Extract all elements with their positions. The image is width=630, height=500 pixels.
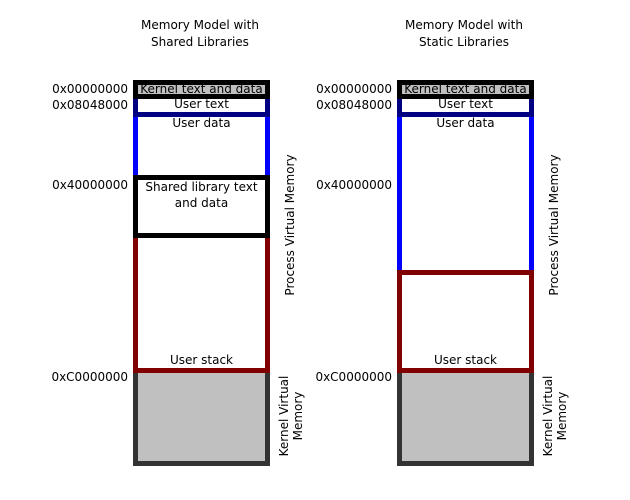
user-stack-label: User stack	[433, 353, 498, 367]
kernel-text-label: Kernel text and data	[140, 82, 263, 96]
user-data-label: User data	[436, 116, 495, 130]
kernel-vm-segment	[397, 368, 534, 466]
left-title: Memory Model with Shared Libraries	[141, 18, 259, 49]
user-text-label: User text	[438, 97, 493, 111]
user-stack-segment	[397, 270, 534, 373]
address-label: 0x40000000	[52, 178, 128, 192]
user-stack-segment	[133, 233, 270, 373]
process-vm-label: Process Virtual Memory	[547, 154, 561, 296]
address-label: 0xC0000000	[51, 370, 128, 384]
kernel-text-segment	[397, 80, 534, 99]
kernel-vm-segment	[133, 368, 270, 466]
kernel-text-label: Kernel text and data	[404, 82, 527, 96]
right-title: Memory Model with Static Libraries	[405, 18, 523, 49]
user-text-label: User text	[174, 97, 229, 111]
address-label: 0x08048000	[52, 98, 128, 112]
kernel-vm-label: Kernel Virtual Memory	[541, 375, 569, 457]
address-label: 0x00000000	[52, 82, 128, 96]
address-label: 0x00000000	[316, 82, 392, 96]
user-stack-label: User stack	[169, 353, 234, 367]
kernel-vm-label: Kernel Virtual Memory	[277, 375, 305, 457]
shared-library-label: Shared library text and data	[145, 180, 258, 210]
user-data-label: User data	[172, 116, 231, 130]
shared-library-segment	[133, 175, 270, 238]
address-label: 0x08048000	[316, 98, 392, 112]
process-vm-label: Process Virtual Memory	[283, 154, 297, 296]
address-label: 0xC0000000	[315, 370, 392, 384]
user-data-segment	[397, 112, 534, 275]
address-label: 0x40000000	[316, 178, 392, 192]
kernel-text-segment	[133, 80, 270, 99]
